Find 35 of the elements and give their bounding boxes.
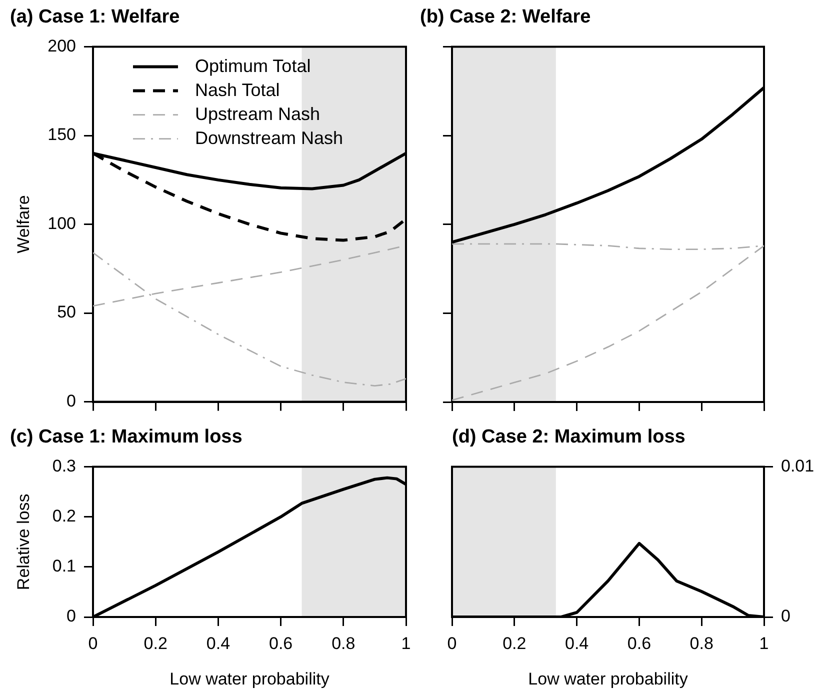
y2-tick-label: 0 bbox=[781, 606, 790, 626]
x-tick-label: 0.6 bbox=[268, 634, 293, 653]
y-tick-label: 100 bbox=[48, 214, 76, 233]
y2-tick-label: 0.01 bbox=[781, 456, 814, 476]
x-tick-label: 0 bbox=[447, 634, 457, 653]
x-tick-label: 1 bbox=[759, 634, 769, 653]
chart-title: (a) Case 1: Welfare bbox=[10, 6, 180, 28]
y-tick-label: 50 bbox=[57, 302, 76, 322]
y-tick-label: 0 bbox=[66, 391, 76, 410]
x-axis-title: Low water probability bbox=[528, 669, 688, 688]
chart-title: (c) Case 1: Maximum loss bbox=[10, 426, 242, 448]
legend-label: Downstream Nash bbox=[195, 128, 344, 148]
y-tick-label: 0.2 bbox=[52, 506, 76, 526]
y-axis-title: Welfare bbox=[14, 195, 33, 254]
x-tick-label: 0.2 bbox=[144, 634, 168, 653]
y-tick-label: 200 bbox=[48, 36, 76, 56]
x-tick-label: 0.4 bbox=[564, 634, 589, 653]
y-axis-title: Relative loss bbox=[14, 494, 33, 590]
x-tick-label: 1 bbox=[401, 634, 411, 653]
x-tick-label: 0.6 bbox=[627, 634, 652, 653]
legend-label: Optimum Total bbox=[195, 56, 311, 76]
x-tick-label: 0.4 bbox=[206, 634, 230, 653]
y-tick-label: 150 bbox=[48, 125, 76, 144]
x-tick-label: 0 bbox=[88, 634, 98, 653]
y-tick-label: 0.3 bbox=[52, 456, 76, 476]
chart-title: (b) Case 2: Welfare bbox=[420, 6, 591, 28]
x-tick-label: 0.8 bbox=[690, 634, 714, 653]
y-tick-label: 0.1 bbox=[52, 556, 76, 576]
y-tick-label: 0 bbox=[66, 606, 76, 626]
x-axis-title: Low water probability bbox=[170, 669, 330, 688]
legend-label: Nash Total bbox=[195, 80, 280, 100]
x-tick-label: 0.2 bbox=[502, 634, 526, 653]
legend-label: Upstream Nash bbox=[195, 104, 320, 124]
chart-title: (d) Case 2: Maximum loss bbox=[452, 426, 686, 448]
x-tick-label: 0.8 bbox=[332, 634, 356, 653]
